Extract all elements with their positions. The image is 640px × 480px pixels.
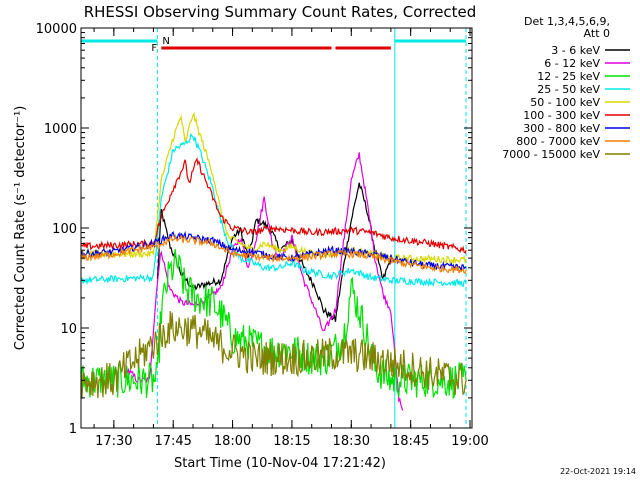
series-line-0 xyxy=(156,182,392,322)
legend-label-0: 3 - 6 keV xyxy=(551,44,600,57)
legend-label-1: 6 - 12 keV xyxy=(544,57,600,70)
y-axis-label: Corrected Count Rate (s⁻¹ detector⁻¹) xyxy=(13,106,28,351)
series-line-5 xyxy=(80,157,467,254)
y-tick-label-4: 10000 xyxy=(36,22,77,37)
series-layer xyxy=(80,111,467,411)
x-tick-label-0: 17:30 xyxy=(95,434,132,449)
legend-header-0: Det 1,3,4,5,6,9, xyxy=(524,15,610,28)
legend-label-2: 12 - 25 keV xyxy=(537,70,600,83)
series-line-1 xyxy=(125,152,404,411)
legend-header-1: Att 0 xyxy=(584,27,610,40)
x-tick-label-4: 18:30 xyxy=(333,434,370,449)
legend-label-5: 100 - 300 keV xyxy=(523,109,600,122)
footer-date: 22-Oct-2021 19:14 xyxy=(560,467,636,476)
y-tick-label-3: 1000 xyxy=(44,122,77,137)
legend-label-8: 7000 - 15000 keV xyxy=(502,148,600,161)
legend-label-6: 300 - 800 keV xyxy=(523,122,600,135)
y-tick-label-0: 1 xyxy=(69,422,77,437)
series-line-7 xyxy=(80,233,467,274)
x-tick-label-1: 17:45 xyxy=(154,434,191,449)
series-line-8 xyxy=(80,310,467,399)
flag-label-F: F xyxy=(151,43,157,54)
x-tick-label-6: 19:00 xyxy=(451,434,488,449)
legend-label-4: 50 - 100 keV xyxy=(530,96,600,109)
flag-label-N: N xyxy=(162,36,169,47)
y-tick-label-2: 100 xyxy=(52,222,77,237)
series-line-3 xyxy=(80,132,467,288)
x-tick-label-5: 18:45 xyxy=(392,434,429,449)
chart-title: RHESSI Observing Summary Count Rates, Co… xyxy=(84,3,477,21)
x-axis-label: Start Time (10-Nov-04 17:21:42) xyxy=(174,456,386,471)
x-tick-label-3: 18:15 xyxy=(273,434,310,449)
y-tick-label-1: 10 xyxy=(60,322,77,337)
legend-label-3: 25 - 50 keV xyxy=(537,83,600,96)
legend-label-7: 800 - 7000 keV xyxy=(516,135,600,148)
axes: 17:30 17:45 18:00 18:15 18:30 18:45 19:00 1 10 10… xyxy=(36,22,489,449)
series-line-4 xyxy=(80,111,467,266)
x-tick-label-2: 18:00 xyxy=(214,434,251,449)
